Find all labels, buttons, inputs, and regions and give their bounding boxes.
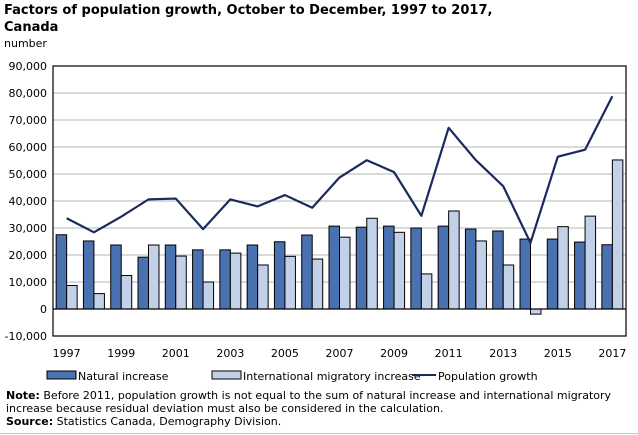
plot-frame — [52, 65, 627, 337]
y-axis-unit-label: number — [4, 37, 47, 50]
bar-natural-increase — [301, 234, 313, 310]
legend: Natural increase International migratory… — [46, 370, 538, 383]
bar-international-migratory-increase — [93, 293, 105, 310]
bottom-divider — [0, 433, 638, 434]
source-label: Source: — [6, 415, 54, 428]
bar-international-migratory-increase — [257, 264, 269, 310]
bar-international-migratory-increase — [611, 159, 624, 310]
bar-international-migratory-increase — [148, 244, 160, 310]
bar-natural-increase — [164, 244, 177, 310]
x-tick-label: 2013 — [489, 347, 517, 360]
bar-natural-increase — [355, 226, 368, 310]
y-tick-label: 60,000 — [9, 141, 48, 154]
bar-natural-increase — [464, 228, 477, 310]
note-label: Note: — [6, 389, 40, 402]
bar-international-migratory-increase — [66, 285, 78, 310]
x-axis-ticks: 1997 1999 2001 2003 2005 2007 2009 2011 2013 2015… — [53, 347, 627, 360]
bar-natural-increase — [437, 225, 450, 310]
bar-natural-increase — [383, 225, 395, 310]
x-tick-label: 2005 — [271, 347, 299, 360]
x-tick-label: 2001 — [162, 347, 190, 360]
y-tick-label: 40,000 — [9, 195, 48, 208]
legend-swatch-natural-increase — [46, 370, 77, 380]
bar-natural-increase — [137, 256, 149, 310]
source: Source: Statistics Canada, Demography Di… — [6, 415, 636, 428]
x-tick-label: 2017 — [598, 347, 626, 360]
plot-area-border — [52, 65, 627, 337]
legend-label-population-growth: Population growth — [438, 370, 538, 383]
bar-international-migratory-increase — [584, 215, 597, 310]
bar-international-migratory-increase — [284, 255, 296, 310]
bars — [53, 159, 626, 315]
y-tick-label: -10,000 — [5, 330, 47, 343]
legend-swatch-international-migratory-increase — [211, 370, 242, 380]
note: Note: Before 2011, population growth is … — [6, 389, 636, 415]
legend-label-natural-increase: Natural increase — [78, 370, 169, 383]
bar-natural-increase — [110, 244, 122, 310]
y-tick-label: 30,000 — [9, 222, 48, 235]
bar-international-migratory-increase — [502, 264, 515, 310]
x-tick-label: 2015 — [544, 347, 572, 360]
y-axis-ticks: -10,000 0 10,000 20,000 30,000 40,000 50,000 60… — [5, 60, 47, 343]
y-tick-label: 90,000 — [9, 60, 48, 73]
y-tick-label: 70,000 — [9, 114, 48, 127]
bar-international-migratory-increase — [175, 255, 187, 310]
chart-canvas: -10,000 0 10,000 20,000 30,000 40,000 50,000 60… — [5, 60, 627, 383]
note-text: Before 2011, population growth is not eq… — [6, 389, 612, 415]
source-text: Statistics Canada, Demography Division. — [53, 415, 282, 428]
bar-international-migratory-increase — [120, 275, 133, 310]
bar-natural-increase — [219, 249, 231, 310]
bar-international-migratory-increase — [311, 258, 324, 310]
y-tick-label: 50,000 — [9, 168, 48, 181]
y-tick-label: 0 — [40, 303, 47, 316]
bar-natural-increase — [273, 241, 286, 310]
bar-international-migratory-increase — [448, 210, 460, 310]
bar-international-migratory-increase — [393, 231, 406, 310]
y-tick-label: 80,000 — [9, 87, 48, 100]
y-tick-label: 20,000 — [9, 249, 48, 262]
bar-natural-increase — [601, 244, 613, 310]
bar-natural-increase — [192, 249, 204, 310]
bar-international-migratory-increase — [339, 236, 351, 310]
bar-natural-increase — [574, 241, 586, 310]
bar-international-migratory-increase — [475, 240, 487, 310]
bar-natural-increase — [519, 238, 531, 310]
chart-title: Factors of population growth, October to… — [4, 3, 493, 35]
bar-natural-increase — [55, 234, 68, 310]
bar-international-migratory-increase — [420, 273, 433, 310]
bar-natural-increase — [82, 240, 95, 310]
legend-label-international-migratory-increase: International migratory increase — [243, 370, 421, 383]
bar-international-migratory-increase — [202, 281, 215, 310]
x-tick-label: 1999 — [107, 347, 135, 360]
population-growth-line — [66, 95, 614, 244]
x-tick-label: 1997 — [53, 347, 81, 360]
chart-notes: Note: Before 2011, population growth is … — [6, 389, 636, 428]
bar-international-migratory-increase — [229, 252, 242, 310]
bar-natural-increase — [546, 238, 559, 310]
bar-natural-increase — [410, 227, 422, 310]
bar-international-migratory-increase — [366, 217, 378, 310]
bar-international-migratory-increase — [530, 308, 542, 315]
bar-natural-increase — [328, 225, 340, 310]
line-population-growth — [66, 95, 614, 244]
x-tick-label: 2011 — [435, 347, 463, 360]
x-tick-label: 2003 — [216, 347, 244, 360]
bar-international-migratory-increase — [557, 226, 569, 310]
bar-natural-increase — [492, 230, 504, 310]
x-tick-label: 2007 — [326, 347, 354, 360]
bar-natural-increase — [246, 244, 259, 310]
y-tick-label: 10,000 — [9, 276, 48, 289]
x-tick-label: 2009 — [380, 347, 408, 360]
